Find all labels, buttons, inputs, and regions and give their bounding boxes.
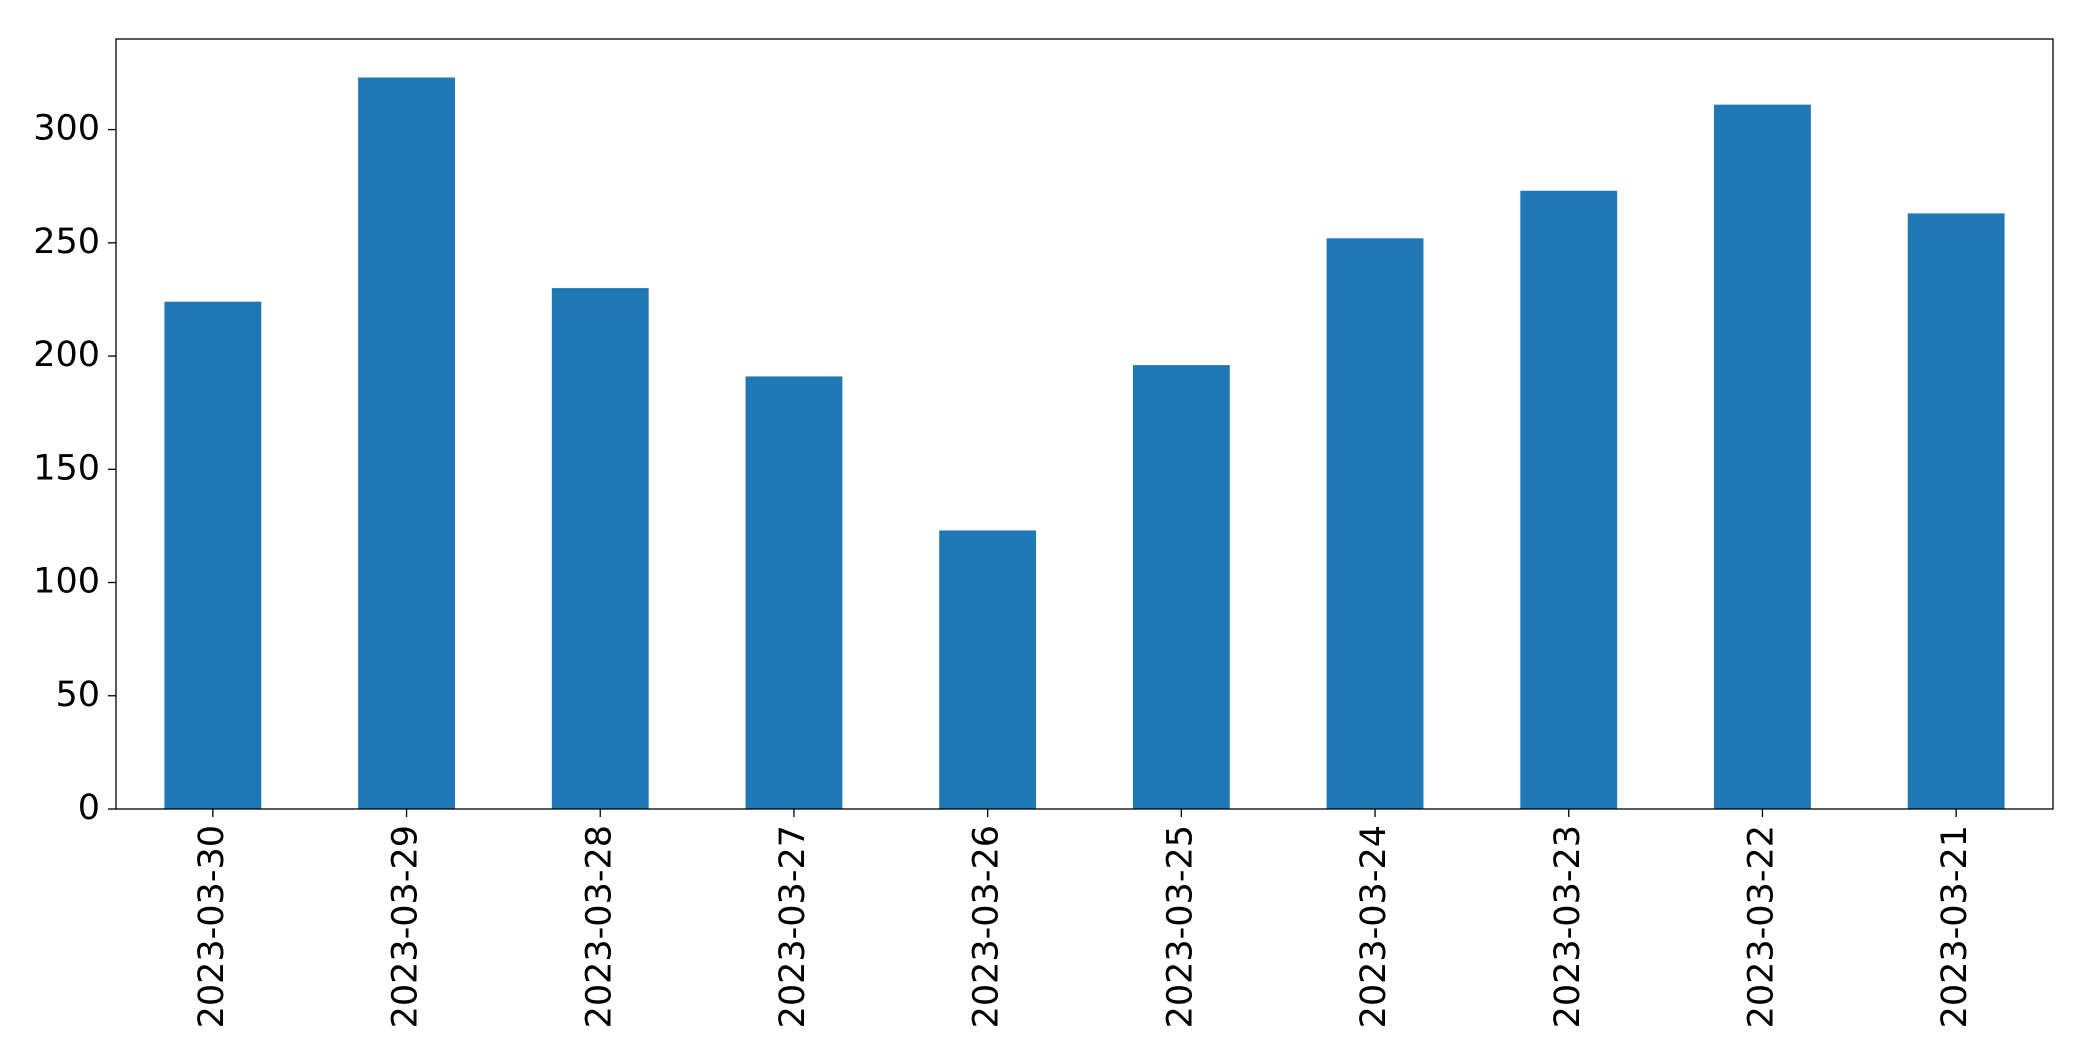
bar [745,376,843,809]
bar [1520,190,1618,809]
bar [1907,213,2005,810]
y-tick-label: 150 [33,448,100,488]
bar [1326,238,1424,809]
y-tick-label: 50 [55,675,100,715]
x-tick-label: 2023-03-30 [192,825,232,1028]
y-tick-label: 100 [33,562,100,602]
plot-frame [115,38,2054,810]
y-tick-label: 0 [78,788,100,828]
y-tick-label: 250 [33,222,100,262]
x-tick-label: 2023-03-25 [1160,825,1200,1028]
bar [939,530,1037,809]
y-tick-label: 300 [33,109,100,149]
x-tick-label: 2023-03-22 [1741,825,1781,1028]
x-tick-label: 2023-03-28 [579,825,619,1028]
bar [1714,104,1811,810]
x-tick-label: 2023-03-24 [1354,825,1394,1028]
bar [164,301,262,809]
x-tick-label: 2023-03-27 [773,825,813,1028]
x-tick-label: 2023-03-26 [967,825,1007,1028]
bar [1132,365,1230,809]
y-tick-label: 200 [33,335,100,375]
x-tick-label: 2023-03-23 [1548,825,1588,1028]
x-tick-label: 2023-03-29 [386,825,426,1028]
bar [551,288,649,809]
bar [358,77,455,809]
x-tick-label: 2023-03-21 [1935,825,1975,1028]
